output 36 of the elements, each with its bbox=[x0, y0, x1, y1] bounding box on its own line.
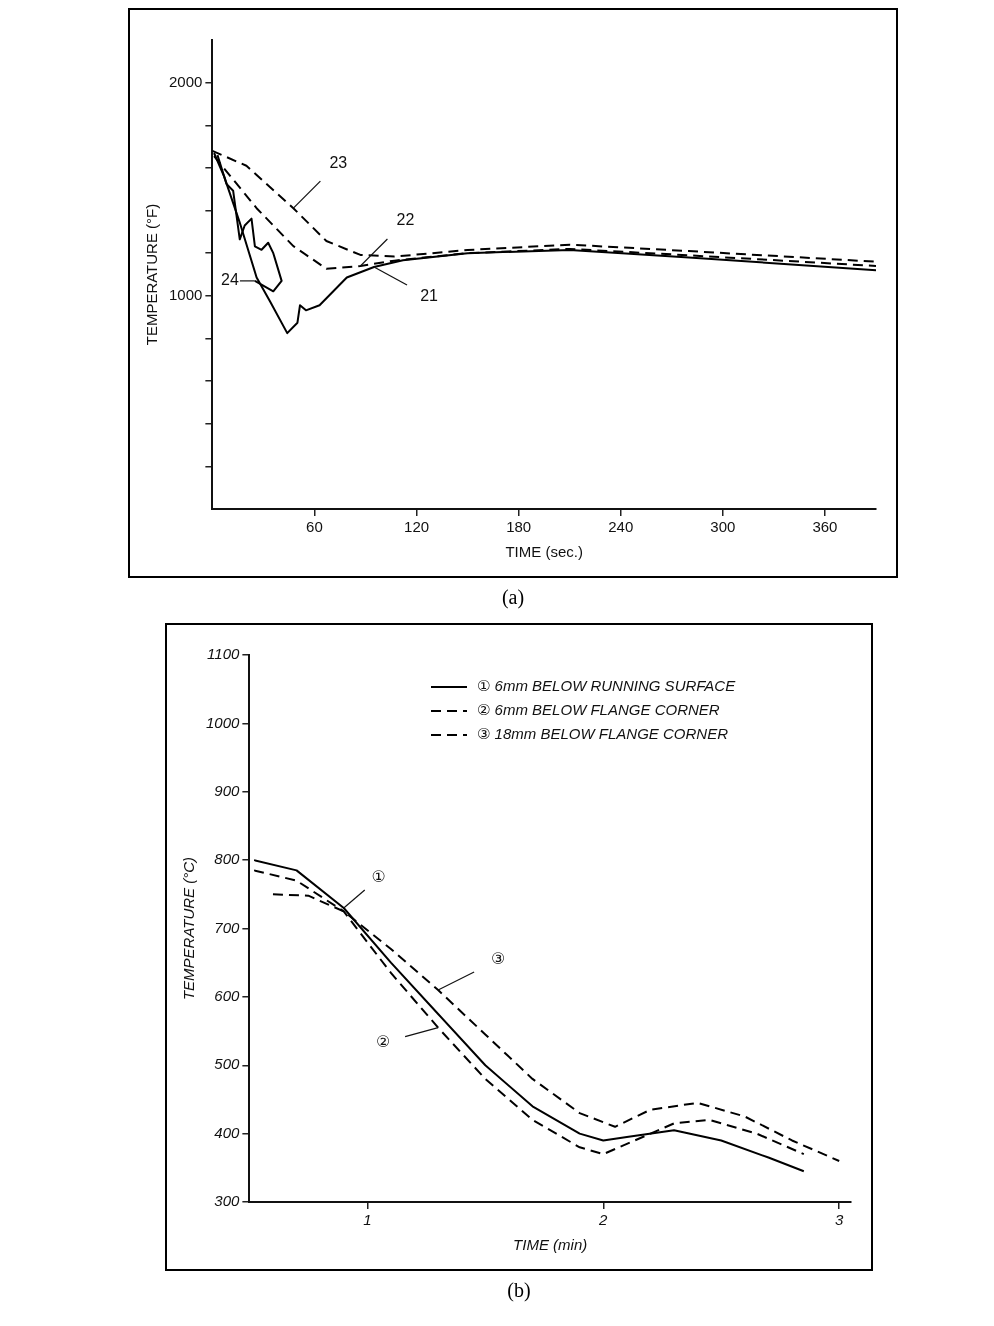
annotation: 24 bbox=[221, 271, 239, 289]
x-tick-label: 120 bbox=[404, 518, 430, 536]
text: (b) bbox=[506, 1279, 532, 1302]
y-tick-label: 1000 bbox=[205, 713, 241, 731]
x-tick-label: 360 bbox=[812, 518, 838, 536]
y-tick-label: 900 bbox=[214, 781, 241, 799]
y-tick-label: 700 bbox=[214, 918, 241, 936]
annotation: ① bbox=[371, 868, 386, 886]
legend-label: ③ 18mm BELOW FLANGE CORNER bbox=[477, 725, 729, 743]
legend-label: ② 6mm BELOW FLANGE CORNER bbox=[477, 701, 720, 719]
annotation: ③ bbox=[490, 950, 506, 968]
x-tick-label: 1 bbox=[363, 1211, 372, 1229]
y-tick-label: 600 bbox=[214, 987, 241, 1005]
legend-label: ① 6mm BELOW RUNNING SURFACE bbox=[477, 677, 737, 695]
annotation: 23 bbox=[329, 153, 348, 171]
y-tick-label: 300 bbox=[214, 1192, 241, 1210]
y-axis-title: TEMPERATURE (°C) bbox=[180, 856, 198, 1001]
annotation: ② bbox=[375, 1033, 391, 1051]
x-tick-label: 300 bbox=[710, 518, 736, 536]
x-axis-title: TIME (min) bbox=[513, 1236, 588, 1254]
text: (a) bbox=[500, 586, 526, 609]
x-tick-label: 60 bbox=[306, 518, 323, 536]
y-tick-label: 2000 bbox=[168, 72, 203, 90]
x-tick-label: 180 bbox=[506, 518, 532, 536]
x-tick-label: 3 bbox=[835, 1211, 845, 1229]
y-tick-label: 500 bbox=[214, 1055, 241, 1073]
y-tick-label: 800 bbox=[214, 850, 241, 868]
annotation: 21 bbox=[420, 287, 439, 305]
y-axis-title: TEMPERATURE (°F) bbox=[143, 203, 161, 346]
x-tick-label: 2 bbox=[598, 1211, 609, 1229]
y-tick-label: 1000 bbox=[168, 285, 203, 303]
y-tick-label: 400 bbox=[214, 1123, 241, 1141]
annotation: 22 bbox=[396, 211, 415, 229]
y-tick-label: 1100 bbox=[207, 645, 241, 663]
x-tick-label: 240 bbox=[608, 518, 634, 536]
x-axis-title: TIME (sec.) bbox=[505, 543, 583, 561]
